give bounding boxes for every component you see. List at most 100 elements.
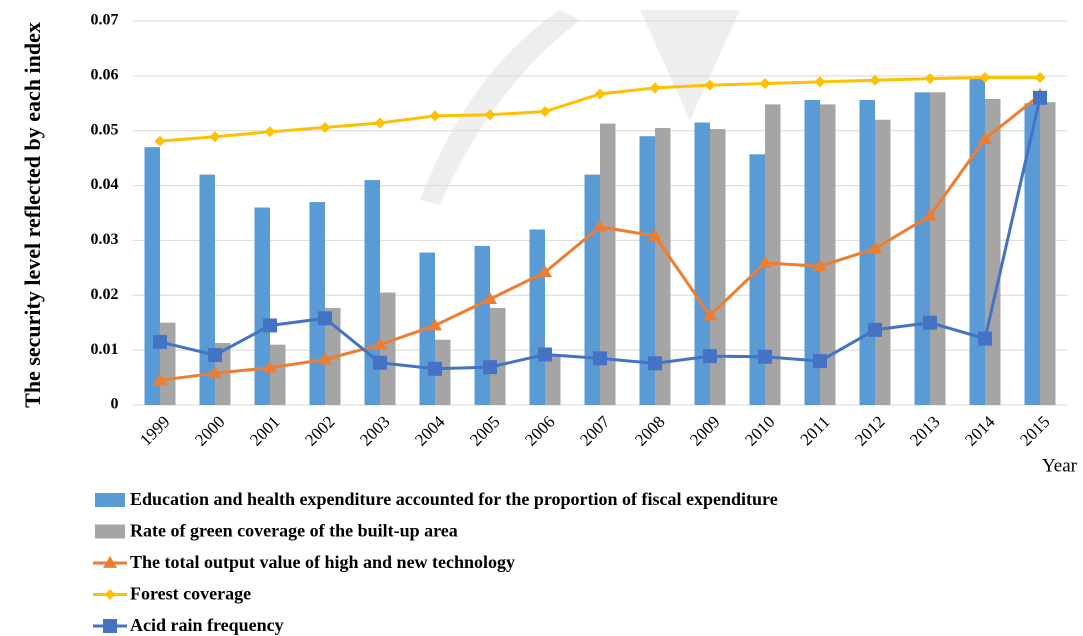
marker [374,117,386,129]
marker [593,219,607,232]
marker [814,76,826,88]
marker [923,315,937,330]
x-tick-label: 2013 [906,412,943,449]
bar [639,136,655,405]
bar [1024,103,1040,406]
y-tick-label: 0.01 [91,341,119,358]
marker [373,355,387,370]
marker [813,354,827,369]
bar [765,104,781,405]
x-tick-label: 2014 [961,412,999,450]
legend-marker [103,619,117,633]
bar [545,355,561,405]
marker [648,229,662,241]
marker [594,88,606,100]
marker [208,348,222,363]
x-axis-title: Year [1042,455,1078,476]
x-tick-label: 2002 [301,412,338,449]
marker [429,110,441,122]
marker [979,72,991,84]
x-tick-label: 2004 [411,412,449,450]
legend-label: Forest coverage [130,584,251,604]
legend-label: Rate of green coverage of the built-up a… [130,521,458,541]
marker [758,349,772,364]
bar [710,129,726,405]
bar [474,245,490,405]
marker [758,255,772,268]
bar [529,229,545,405]
marker [1033,90,1047,105]
bar [270,344,286,405]
x-tick-label: 2008 [631,412,668,449]
bar [600,123,616,405]
marker [649,82,661,94]
marker [484,109,496,121]
x-tick-label: 2015 [1016,412,1053,449]
marker [923,208,937,221]
bar [584,174,600,405]
marker [868,241,882,254]
bar [930,92,946,406]
bar [435,339,451,405]
bar [914,92,930,406]
x-tick-label: 1999 [136,412,173,449]
bar [655,127,671,405]
bar [1040,102,1056,405]
bar [749,154,765,405]
marker [869,74,881,86]
marker [704,79,716,91]
marker [154,135,166,147]
legend-marker [104,589,116,600]
marker [539,106,551,118]
bar [490,307,506,405]
legend-swatch [95,493,125,507]
bar [199,174,215,405]
bar [364,180,380,405]
marker [1034,72,1046,84]
marker [428,318,442,331]
marker [373,337,387,350]
marker [263,318,277,333]
y-axis-title: The security level reflected by each ind… [20,22,45,408]
bar [969,78,985,405]
x-tick-label: 2000 [191,412,228,449]
bar [875,119,891,405]
marker [924,73,936,85]
y-tick-label: 0.05 [91,121,119,138]
bar [380,292,396,405]
marker [208,366,222,379]
y-tick-label: 0.04 [91,176,119,193]
x-tick-label: 2012 [851,412,888,449]
marker [318,352,332,365]
bar [985,98,1001,405]
x-tick-label: 2009 [686,412,723,449]
marker [868,322,882,337]
marker [483,360,497,375]
bar [820,104,836,405]
marker [209,131,221,143]
bar [254,207,270,405]
marker [319,121,331,133]
marker [759,78,771,90]
y-tick-label: 0 [111,396,119,413]
legend-label: Education and health expenditure account… [130,489,778,509]
bar [144,147,160,405]
marker [703,308,717,321]
y-tick-label: 0.03 [91,231,119,248]
y-tick-label: 0.02 [91,286,119,303]
marker [703,349,717,364]
marker [648,356,662,371]
legend-label: Acid rain frequency [130,615,284,635]
marker [318,311,332,326]
marker [978,131,992,144]
marker [428,361,442,376]
x-tick-label: 2007 [576,412,614,450]
x-tick-label: 2003 [356,412,393,449]
y-tick-label: 0.06 [91,67,119,84]
y-tick-label: 0.07 [91,12,119,29]
marker [264,126,276,138]
x-tick-label: 2011 [797,412,834,449]
x-tick-label: 2005 [466,412,503,449]
x-tick-label: 2001 [246,412,283,449]
